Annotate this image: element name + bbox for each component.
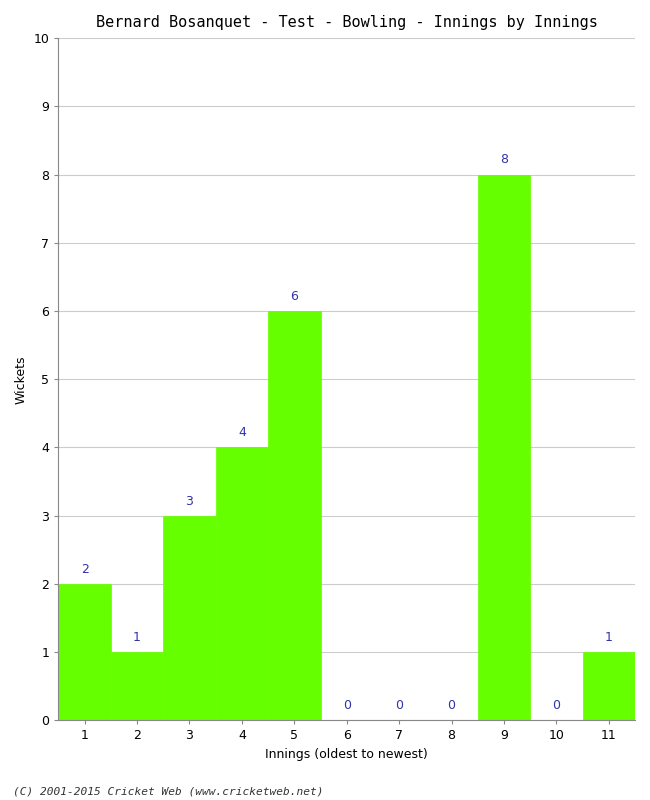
Bar <box>582 652 635 721</box>
Bar <box>268 311 320 721</box>
Bar <box>163 516 216 721</box>
Text: 4: 4 <box>238 426 246 439</box>
Bar <box>216 447 268 721</box>
Text: (C) 2001-2015 Cricket Web (www.cricketweb.net): (C) 2001-2015 Cricket Web (www.cricketwe… <box>13 786 324 796</box>
X-axis label: Innings (oldest to newest): Innings (oldest to newest) <box>265 748 428 761</box>
Title: Bernard Bosanquet - Test - Bowling - Innings by Innings: Bernard Bosanquet - Test - Bowling - Inn… <box>96 15 597 30</box>
Text: 0: 0 <box>395 699 403 712</box>
Text: 8: 8 <box>500 154 508 166</box>
Bar <box>478 174 530 721</box>
Text: 0: 0 <box>448 699 456 712</box>
Bar <box>58 584 111 721</box>
Text: 1: 1 <box>605 631 613 644</box>
Text: 0: 0 <box>343 699 351 712</box>
Bar <box>111 652 163 721</box>
Text: 3: 3 <box>185 494 194 507</box>
Y-axis label: Wickets: Wickets <box>15 355 28 403</box>
Text: 0: 0 <box>552 699 560 712</box>
Text: 6: 6 <box>291 290 298 303</box>
Text: 1: 1 <box>133 631 141 644</box>
Text: 2: 2 <box>81 562 88 576</box>
